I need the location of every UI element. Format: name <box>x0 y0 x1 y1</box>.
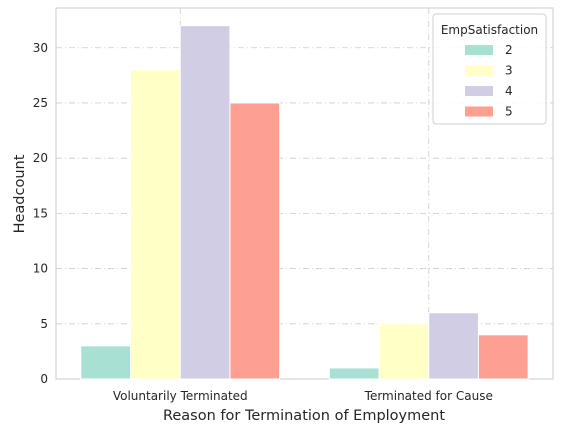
bar <box>229 102 281 380</box>
legend-swatch <box>465 45 493 55</box>
y-tick-label: 15 <box>33 206 48 220</box>
legend-label: 4 <box>505 84 513 98</box>
legend: EmpSatisfaction 2 3 4 5 <box>432 13 547 125</box>
bar <box>328 367 380 380</box>
y-tick-label: 25 <box>33 96 48 110</box>
bar <box>179 25 231 380</box>
legend-swatch <box>465 65 493 76</box>
x-axis-label: Reason for Termination of Employment <box>163 408 445 424</box>
y-tick-label: 20 <box>33 151 48 165</box>
bar <box>477 334 529 380</box>
bar <box>428 312 479 380</box>
legend-items: 2 3 4 5 <box>465 43 513 119</box>
legend-title: EmpSatisfaction <box>441 23 538 37</box>
bar <box>80 345 132 380</box>
y-tick-labels: 0 5 10 15 20 25 30 <box>33 41 48 386</box>
bar <box>130 69 181 380</box>
bar <box>378 323 430 380</box>
legend-swatch <box>465 106 493 117</box>
legend-swatch <box>465 86 493 96</box>
y-tick-label: 5 <box>40 317 48 331</box>
y-tick-label: 30 <box>33 41 48 55</box>
x-tick-label: Voluntarily Terminated <box>113 389 248 403</box>
x-tick-label: Terminated for Cause <box>364 389 493 403</box>
y-tick-label: 10 <box>33 262 48 276</box>
x-tick-labels: Voluntarily Terminated Terminated for Cau… <box>113 389 493 403</box>
legend-label: 3 <box>505 64 513 78</box>
legend-label: 5 <box>505 105 513 119</box>
legend-label: 2 <box>505 43 513 57</box>
y-tick-label: 0 <box>40 372 48 386</box>
bars <box>80 25 529 380</box>
y-axis-label: Headcount <box>12 154 28 233</box>
